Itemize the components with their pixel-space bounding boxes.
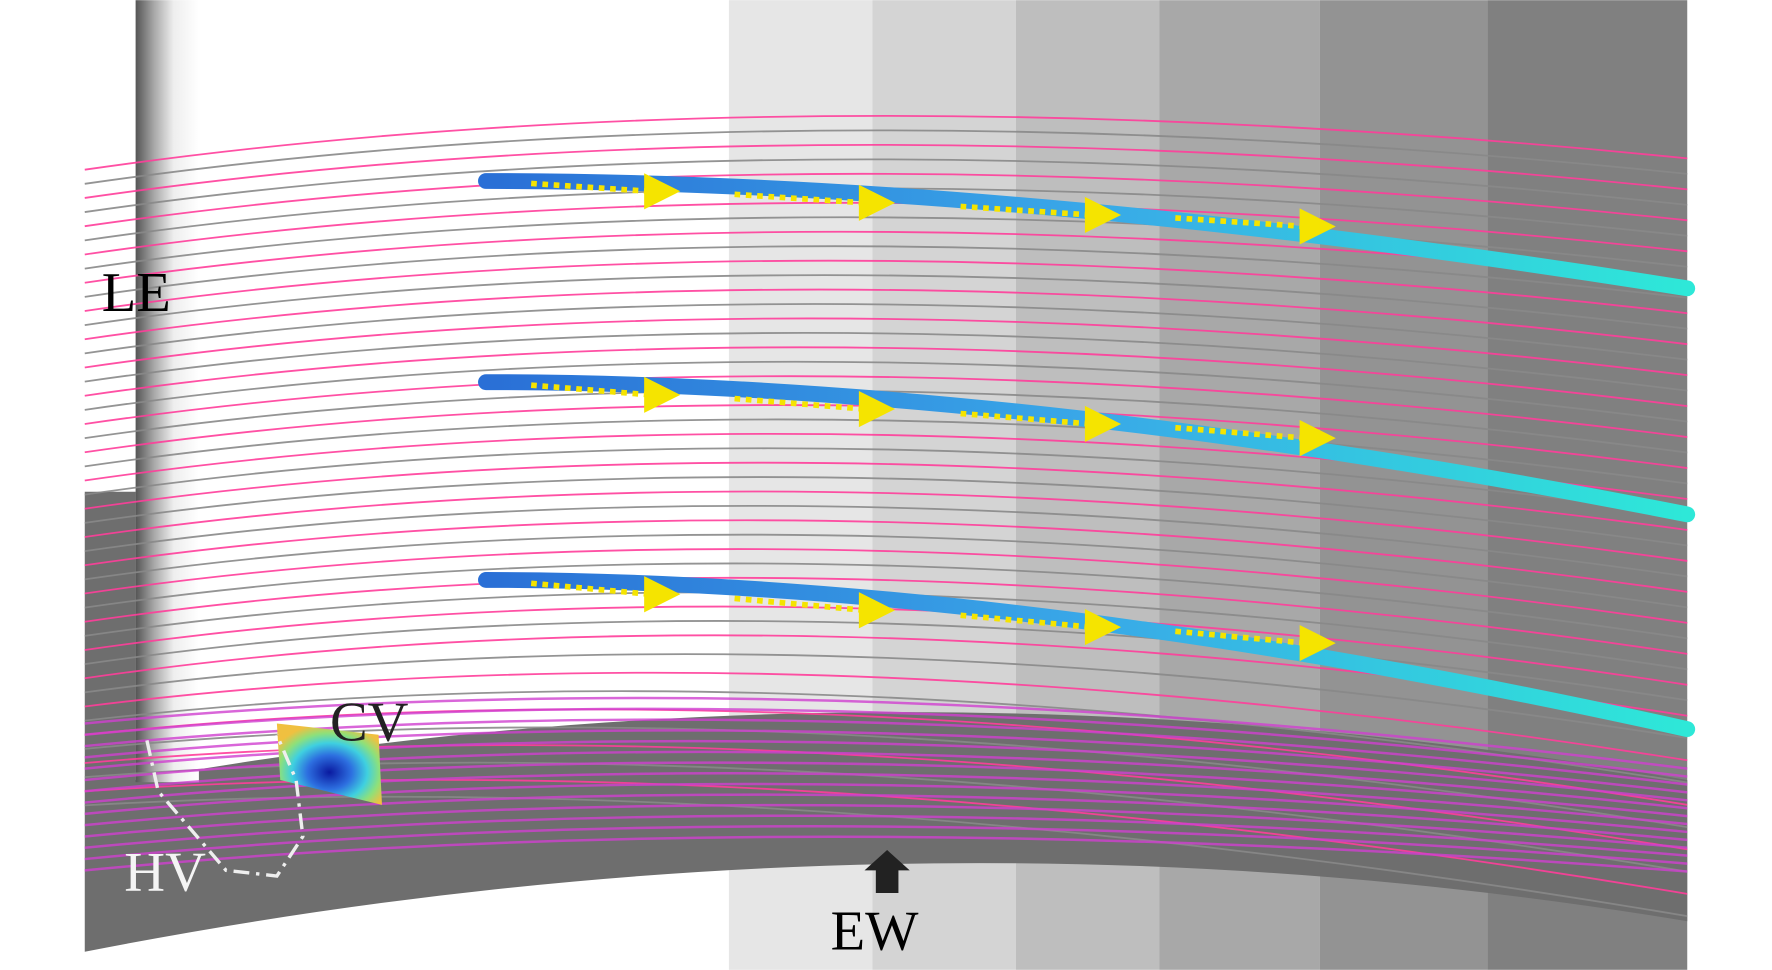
endwall-streamline bbox=[84, 835, 1688, 873]
arrow-head bbox=[644, 173, 681, 210]
arrow-head bbox=[858, 390, 896, 428]
arrow-head bbox=[1299, 624, 1336, 662]
streamline bbox=[84, 346, 1688, 408]
le-label: LE bbox=[102, 262, 171, 324]
arrow-head bbox=[644, 576, 681, 613]
streamline bbox=[84, 288, 1688, 346]
streamline bbox=[84, 172, 1688, 228]
endwall-streamline bbox=[84, 772, 1688, 826]
arrow-head bbox=[1299, 420, 1336, 457]
streamline bbox=[84, 620, 1688, 702]
arrow-head bbox=[858, 184, 896, 221]
streamline bbox=[84, 317, 1688, 377]
streamline bbox=[84, 548, 1688, 624]
streamline bbox=[84, 504, 1688, 578]
streamline bbox=[84, 476, 1688, 547]
streamline bbox=[84, 671, 1688, 762]
streamline bbox=[84, 129, 1688, 185]
endwall-streamline bbox=[84, 814, 1688, 857]
streamline bbox=[84, 533, 1688, 609]
endwall-streamline bbox=[84, 782, 1688, 834]
streamline bbox=[84, 562, 1688, 640]
flow-arrow bbox=[530, 580, 651, 598]
hv-outline bbox=[145, 734, 305, 878]
streamline bbox=[84, 303, 1688, 361]
streamline bbox=[84, 690, 1688, 784]
streamline bbox=[84, 158, 1688, 213]
streamline bbox=[84, 143, 1688, 199]
corner-vortex-contour bbox=[276, 723, 382, 805]
flow-arrow bbox=[530, 382, 651, 398]
streamline bbox=[84, 418, 1688, 485]
arrow-head bbox=[1084, 405, 1122, 443]
streamline bbox=[84, 490, 1688, 562]
streamline bbox=[84, 576, 1688, 655]
streamline bbox=[84, 360, 1688, 423]
streamline bbox=[84, 375, 1688, 438]
endwall-streamline bbox=[84, 825, 1688, 865]
streamline bbox=[84, 259, 1688, 315]
endwall-streamline bbox=[84, 696, 1688, 770]
leading-edge-cylinder bbox=[135, 0, 199, 783]
arrow-head bbox=[1084, 196, 1122, 234]
hv-label: HV bbox=[124, 842, 206, 904]
streamline bbox=[84, 114, 1688, 171]
streamline bbox=[84, 245, 1688, 299]
streamline bbox=[84, 447, 1688, 516]
arrow-head bbox=[1084, 608, 1122, 646]
ew-arrow bbox=[864, 850, 910, 893]
streamline bbox=[84, 461, 1688, 531]
arrow-head bbox=[644, 376, 681, 413]
streamline bbox=[84, 274, 1688, 330]
arrow-head bbox=[858, 592, 896, 629]
streamline bbox=[84, 216, 1688, 270]
ew-label: EW bbox=[831, 900, 920, 962]
streamline bbox=[84, 519, 1688, 593]
flow-arrow bbox=[530, 180, 650, 195]
arrow-head bbox=[1299, 208, 1336, 245]
cv-label: CV bbox=[330, 691, 409, 753]
vortex-tubes bbox=[478, 173, 1696, 738]
endwall-streamline bbox=[84, 793, 1688, 842]
streamline bbox=[84, 332, 1688, 392]
endwall-streamline bbox=[84, 707, 1688, 778]
streamline bbox=[84, 653, 1688, 739]
